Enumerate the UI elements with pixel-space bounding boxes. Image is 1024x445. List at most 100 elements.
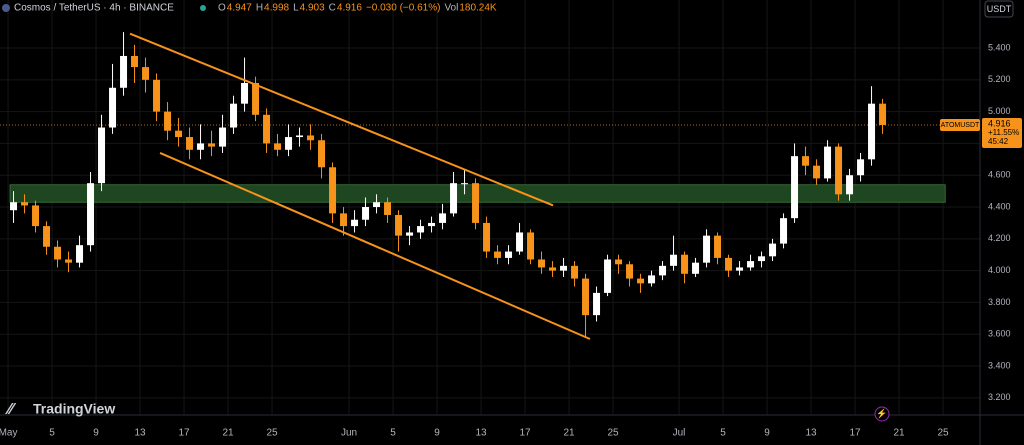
currency-button[interactable] bbox=[984, 0, 1014, 18]
x-tick-label: 17 bbox=[849, 428, 861, 439]
y-tick-label: 3.600 bbox=[988, 329, 1011, 339]
ohlc-key: C bbox=[329, 3, 336, 14]
brand-mark: ⁄⁄ bbox=[5, 401, 17, 418]
y-tick-label: 3.800 bbox=[988, 297, 1011, 307]
ohlc-value: 4.903 bbox=[300, 3, 325, 14]
candle-body bbox=[670, 254, 678, 266]
currency-label[interactable]: USDT bbox=[987, 4, 1012, 14]
x-tick-label: 5 bbox=[720, 428, 726, 439]
x-tick-label: 13 bbox=[475, 428, 487, 439]
ohlc-value: 4.947 bbox=[227, 3, 252, 14]
candle-body bbox=[274, 143, 282, 150]
candle-body bbox=[285, 137, 293, 150]
candle-body bbox=[120, 55, 128, 88]
candle-body bbox=[10, 202, 18, 211]
candle-body bbox=[131, 55, 139, 68]
candle-body bbox=[450, 183, 458, 214]
candle-body bbox=[32, 205, 40, 227]
candle-body bbox=[582, 278, 590, 316]
candle-body bbox=[351, 219, 359, 227]
candle-body bbox=[197, 143, 205, 150]
candle-body bbox=[835, 146, 843, 195]
candle-body bbox=[230, 103, 238, 128]
candle-body bbox=[307, 135, 315, 141]
candle-body bbox=[43, 226, 51, 247]
ohlc-value: 4.916 bbox=[337, 3, 362, 14]
candle-body bbox=[736, 267, 744, 271]
x-tick-label: 25 bbox=[937, 428, 949, 439]
candle-body bbox=[395, 214, 403, 236]
alert-button[interactable] bbox=[874, 406, 890, 422]
candle-body bbox=[692, 262, 700, 274]
candle-body bbox=[747, 261, 755, 268]
candle-body bbox=[659, 265, 667, 276]
candle-body bbox=[472, 183, 480, 223]
candle-body bbox=[417, 226, 425, 233]
candle-body bbox=[637, 278, 645, 284]
ohlc-value: 4.998 bbox=[264, 3, 289, 14]
candle-body bbox=[461, 183, 469, 185]
candle-body bbox=[538, 259, 546, 268]
trendline bbox=[159, 152, 591, 340]
y-tick-label: 5.000 bbox=[988, 106, 1011, 116]
candle-body bbox=[208, 143, 216, 147]
symbol-tag bbox=[940, 118, 980, 131]
volume-key: Vol bbox=[444, 3, 458, 14]
ohlc-key: H bbox=[256, 3, 263, 14]
candle-body bbox=[362, 207, 370, 220]
candle-body bbox=[879, 103, 887, 125]
candle-body bbox=[186, 137, 194, 150]
candle-body bbox=[549, 267, 557, 271]
candle-body bbox=[483, 222, 491, 252]
candle-body bbox=[725, 257, 733, 271]
candle-body bbox=[21, 202, 29, 206]
candle-body bbox=[516, 232, 524, 252]
candle-body bbox=[142, 67, 150, 80]
candle-body bbox=[65, 259, 73, 263]
x-tick-label: 13 bbox=[805, 428, 817, 439]
candle-body bbox=[428, 222, 436, 227]
y-tick-label: 4.200 bbox=[988, 233, 1011, 243]
volume-value: 180.24K bbox=[459, 3, 497, 14]
candle-body bbox=[813, 165, 821, 179]
symbol-tag-label: ATOMUSDT bbox=[941, 122, 980, 129]
x-tick-label: 17 bbox=[519, 428, 531, 439]
plot bbox=[0, 32, 980, 340]
y-tick-label: 4.000 bbox=[988, 265, 1011, 275]
alert-icon[interactable]: ⚡ bbox=[876, 407, 887, 419]
price-tag-countdown: 45:42 bbox=[988, 137, 1009, 146]
candle-body bbox=[802, 156, 810, 166]
candle-body bbox=[791, 156, 799, 219]
candle-body bbox=[219, 127, 227, 147]
candle-body bbox=[714, 235, 722, 258]
price-tag-value: 4.916 bbox=[988, 118, 1011, 128]
ohlc-key: L bbox=[293, 3, 299, 14]
ohlc-change: −0.030 (−0.61%) bbox=[366, 3, 441, 14]
candle-body bbox=[252, 83, 260, 115]
candle-body bbox=[153, 79, 161, 112]
candle-body bbox=[384, 202, 392, 215]
x-tick-label: 5 bbox=[49, 428, 55, 439]
candle-body bbox=[329, 167, 337, 214]
candle-body bbox=[780, 218, 788, 244]
candle-body bbox=[164, 111, 172, 131]
candle-body bbox=[340, 213, 348, 227]
x-tick-label: 25 bbox=[266, 428, 278, 439]
candle-body bbox=[406, 232, 414, 236]
trendline bbox=[129, 32, 554, 207]
x-tick-label: Jul bbox=[673, 428, 686, 439]
candle-body bbox=[681, 254, 689, 274]
y-tick-label: 3.200 bbox=[988, 392, 1011, 402]
candle-body bbox=[263, 114, 271, 144]
x-tick-label: 21 bbox=[222, 428, 234, 439]
candle-body bbox=[560, 265, 568, 271]
candle-body bbox=[824, 146, 832, 179]
candle-body bbox=[648, 275, 656, 284]
x-tick-label: 21 bbox=[563, 428, 575, 439]
candle-body bbox=[703, 235, 711, 263]
candle-body bbox=[175, 130, 183, 138]
x-tick-label: 25 bbox=[607, 428, 619, 439]
price-tag-change: +11.55% bbox=[988, 128, 1019, 137]
x-tick-label: 9 bbox=[434, 428, 440, 439]
axes: 3.200 3.400 3.600 3.800 4.000 4.200 4.400 4.600… bbox=[0, 42, 1022, 439]
